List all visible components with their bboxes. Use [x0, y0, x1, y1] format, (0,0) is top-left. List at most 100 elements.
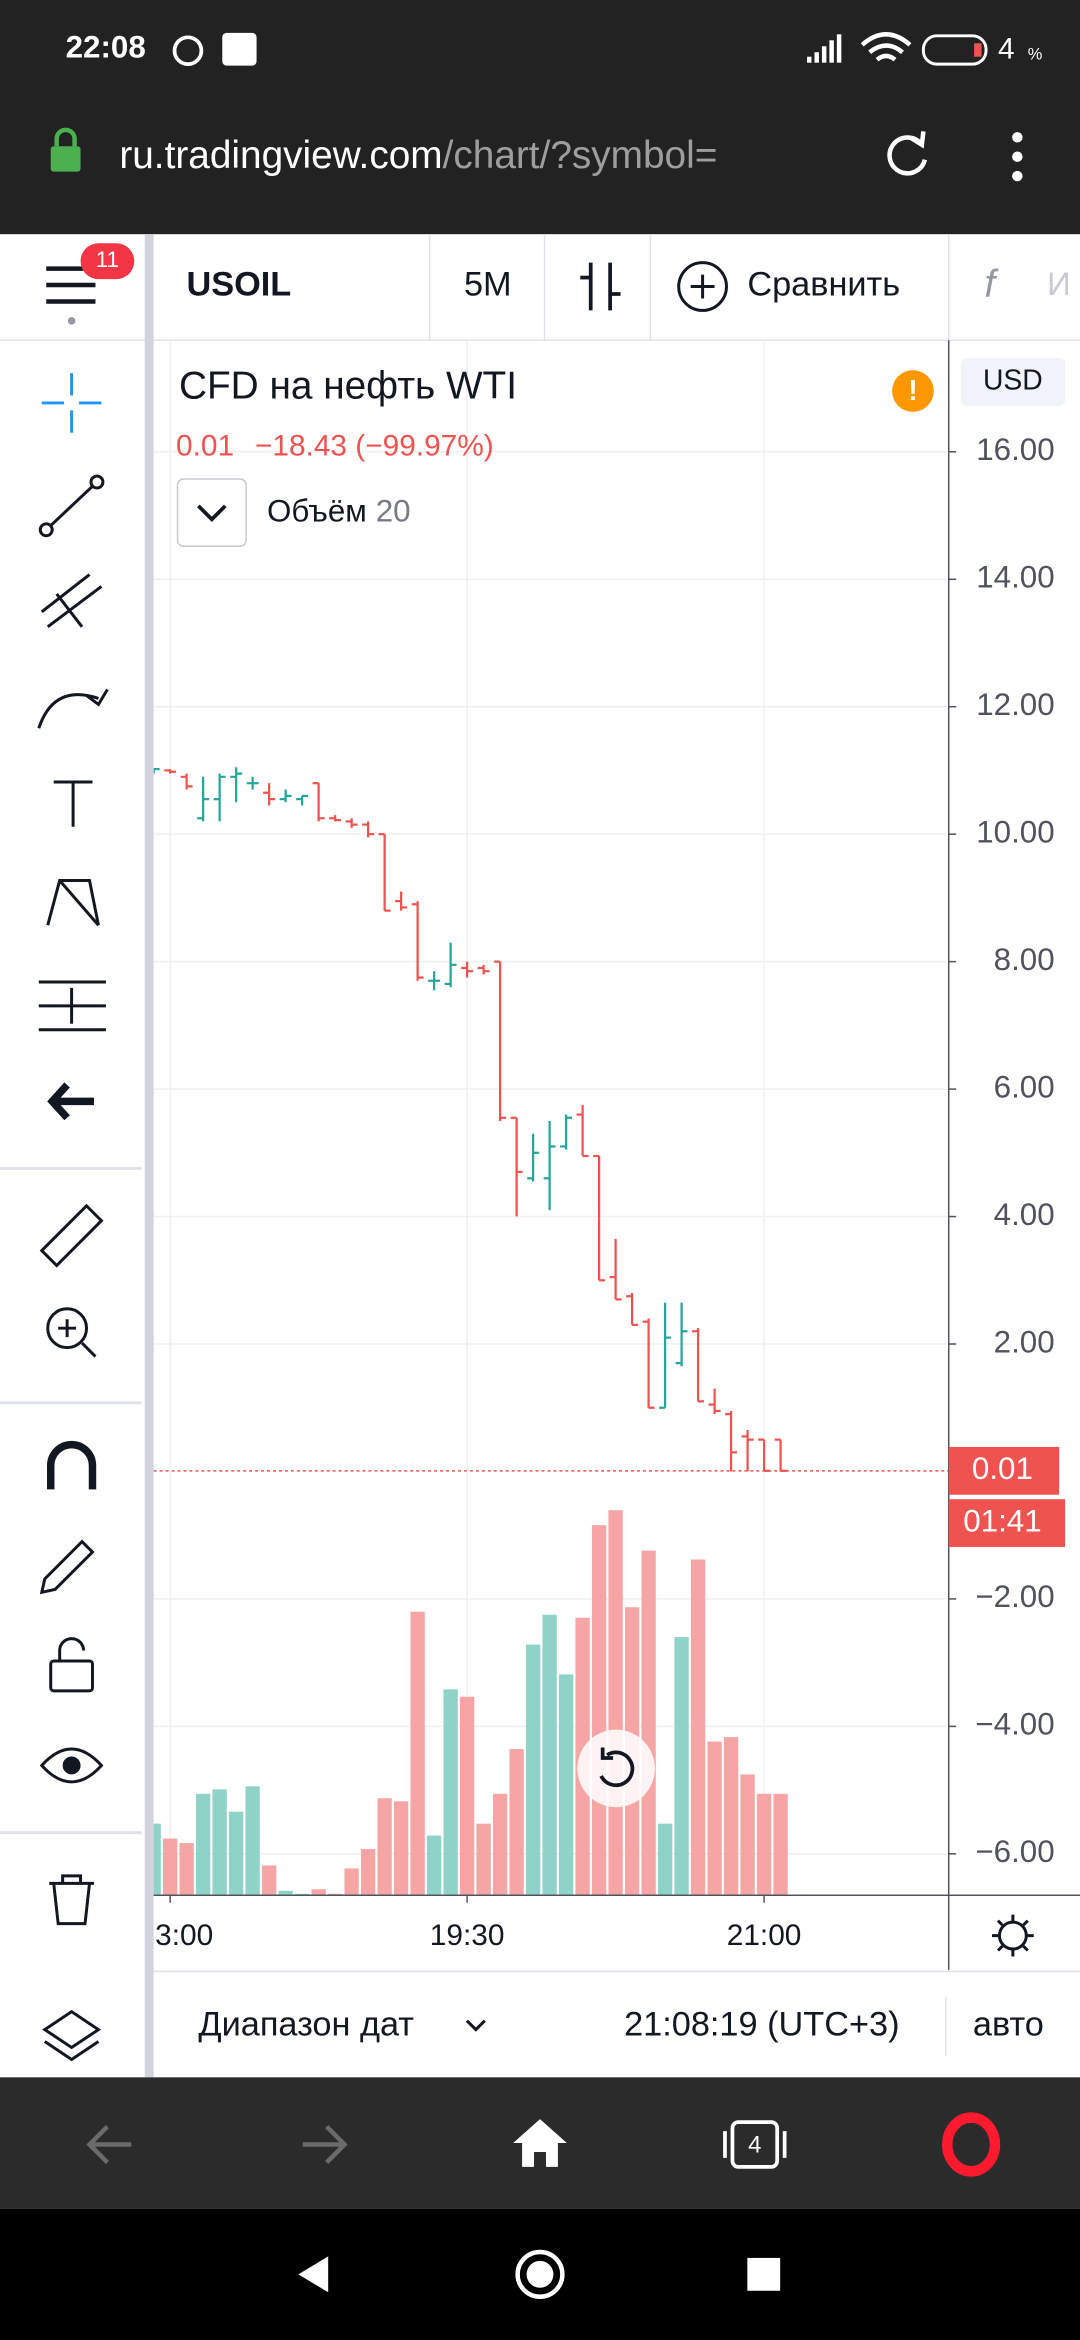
reset-button[interactable]: [577, 1729, 655, 1808]
volume-bar: [311, 1889, 326, 1896]
quote-last: 0.01: [176, 430, 234, 463]
symbol[interactable]: USOIL: [186, 266, 291, 304]
tabs-button[interactable]: [730, 2120, 780, 2169]
volume-bar: [525, 1644, 541, 1896]
back-button[interactable]: [86, 2125, 132, 2164]
date-range-chevron: [465, 2019, 486, 2032]
volume-bar: [707, 1741, 722, 1896]
warning-icon[interactable]: [892, 370, 934, 412]
lock-drawing-tool[interactable]: [39, 1539, 95, 1595]
magnet-tool[interactable]: [46, 1440, 97, 1490]
battery-unit: %: [1028, 46, 1043, 64]
x-tick-label: 21:00: [727, 1919, 802, 1952]
reset-icon: [599, 1747, 635, 1788]
menu-button[interactable]: [1012, 132, 1023, 182]
battery-percent: 4: [998, 33, 1015, 66]
volume-bar: [179, 1843, 194, 1896]
battery-icon: [921, 34, 988, 66]
settings-button[interactable]: [997, 1920, 1028, 1951]
line-tool[interactable]: [45, 480, 98, 531]
volume-legend-length: 20: [376, 494, 411, 529]
volume-bar: [591, 1525, 607, 1896]
y-tick-label: 14.00: [976, 560, 1054, 595]
fib-tool[interactable]: [40, 573, 103, 628]
currency: USD: [983, 365, 1043, 397]
reload-button[interactable]: [887, 131, 928, 176]
sys-back[interactable]: [298, 2256, 329, 2293]
x-tick-label: 19:30: [430, 1919, 505, 1952]
axes: 16.00 14.00 12.00 10.00 8.00 6.00 4.00 2.00 −2.0…: [155, 432, 1066, 1952]
lock-icon: [50, 146, 81, 172]
forecast-tool[interactable]: [38, 980, 106, 1032]
forward-button[interactable]: [302, 2125, 348, 2164]
layers-tool[interactable]: [42, 2009, 102, 2062]
chart-title: CFD на нефть WTI: [179, 364, 517, 407]
sys-home[interactable]: [515, 2249, 565, 2299]
volume-bar: [360, 1849, 376, 1896]
crosshair-tool[interactable]: [41, 373, 102, 433]
signal-icon: [807, 34, 842, 63]
clock: 21:08:19 (UTC+3): [624, 2006, 899, 2044]
y-tick-label: 10.00: [976, 814, 1054, 849]
compare-icon[interactable]: [677, 261, 728, 312]
countdown-box: [948, 1499, 1066, 1547]
y-tick-label: 4.00: [994, 1197, 1055, 1232]
volume-bar: [377, 1798, 392, 1896]
auto-scale[interactable]: авто: [973, 2006, 1044, 2044]
compare[interactable]: Сравнить: [747, 266, 900, 304]
sys-home-dot: [526, 2260, 554, 2288]
chart-type-button[interactable]: [580, 262, 621, 311]
zoom-tool[interactable]: [46, 1307, 89, 1350]
browser-chrome: [0, 0, 1080, 235]
eye-tool[interactable]: [39, 1747, 104, 1784]
volume-bar: [410, 1611, 425, 1896]
date-range[interactable]: Диапазон дат: [198, 2006, 414, 2044]
collapse-button[interactable]: [176, 478, 247, 547]
volume-bar: [542, 1614, 557, 1896]
unlock-tool[interactable]: [49, 1659, 94, 1693]
tabs-count: 4: [748, 2131, 761, 2158]
brush-tool[interactable]: [37, 688, 109, 729]
alarm-icon: [172, 35, 204, 67]
dot: [67, 317, 76, 325]
opera-button[interactable]: [942, 2112, 1001, 2177]
y-tick-label: 2.00: [994, 1324, 1055, 1359]
volume-bar: [245, 1786, 260, 1896]
indicator-hint: И: [1047, 265, 1071, 302]
volume-bar: [558, 1674, 574, 1896]
tabs-edges: [723, 2131, 787, 2158]
trash-tool[interactable]: [49, 1874, 94, 1926]
volume-bar: [756, 1793, 772, 1896]
pattern-tool[interactable]: [46, 878, 100, 927]
y-tick-label: −4.00: [975, 1707, 1054, 1742]
price-pane: [153, 767, 949, 1472]
sys-recents[interactable]: [747, 2257, 781, 2291]
badge-count: 11: [96, 247, 119, 272]
volume-bar: [344, 1868, 359, 1896]
warning-mark: !: [908, 375, 917, 407]
interval[interactable]: 5M: [464, 266, 512, 304]
volume-bar: [641, 1550, 656, 1896]
battery-level: [974, 43, 982, 57]
quote-change: −18.43 (−99.97%): [255, 430, 494, 463]
volume-bar: [674, 1637, 689, 1896]
back-tool[interactable]: [47, 1082, 94, 1121]
url-fade: [839, 119, 870, 195]
url[interactable]: ru.tradingview.com/chart/?symbol=: [119, 134, 717, 177]
plus: [690, 274, 715, 299]
ruler-tool[interactable]: [39, 1203, 104, 1268]
volume-bar: [426, 1835, 442, 1896]
volume-bar: [162, 1838, 178, 1896]
volume-bar: [740, 1774, 755, 1896]
volume-bar: [212, 1789, 227, 1896]
volume-bar: [476, 1823, 491, 1896]
volume-bar: [393, 1801, 409, 1896]
volume-bar: [492, 1793, 508, 1896]
volume-bar: [723, 1737, 739, 1896]
url-path: /chart/?symbol=: [443, 134, 718, 177]
x-tick-label: 3:00: [155, 1919, 213, 1952]
notification-icon: [222, 32, 257, 66]
text-tool[interactable]: [53, 780, 93, 827]
